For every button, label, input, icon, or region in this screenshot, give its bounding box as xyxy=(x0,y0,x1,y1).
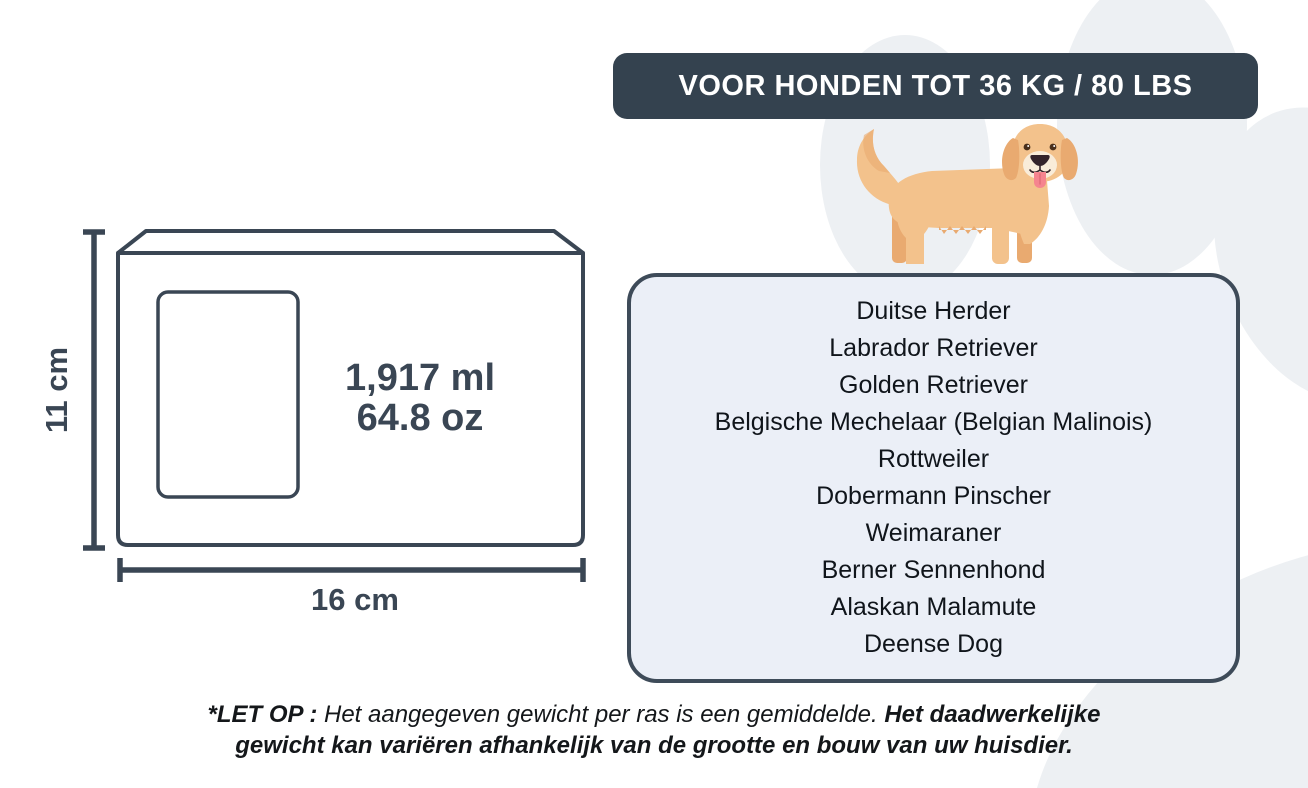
breed-list-item: Belgische Mechelaar (Belgian Malinois) xyxy=(714,408,1153,436)
breed-list-item: Duitse Herder xyxy=(856,297,1011,325)
dog-eye-highlight xyxy=(1027,145,1030,147)
dog-belly-fringe xyxy=(939,226,986,234)
breed-list-item: Dobermann Pinscher xyxy=(816,482,1051,510)
footnote-prefix: *LET OP : xyxy=(207,701,324,728)
breed-list-item: Alaskan Malamute xyxy=(830,593,1037,621)
footnote-line-2: gewicht kan variëren afhankelijk van de … xyxy=(235,732,1073,759)
golden-retriever-illustration xyxy=(856,124,1078,264)
paw-toe-shape xyxy=(1213,107,1308,403)
box-window xyxy=(156,290,300,499)
footnote-line-1: *LET OP : Het aangegeven gewicht per ras… xyxy=(154,699,1154,730)
size-banner: VOOR HONDEN TOT 36 KG / 80 LBS xyxy=(613,53,1258,119)
volume-ml-label: 1,917 ml xyxy=(345,357,495,399)
dog-front-leg-near xyxy=(992,208,1009,264)
width-measure-line xyxy=(117,558,586,582)
breed-list-item: Rottweiler xyxy=(877,445,990,473)
height-label: 11 cm xyxy=(45,347,74,433)
dog-ear-right xyxy=(1060,138,1078,181)
breed-list-box: Duitse Herder Labrador Retriever Golden … xyxy=(627,273,1240,683)
box-top-face xyxy=(116,229,585,255)
dog-eye-right xyxy=(1049,143,1057,151)
dog-nose xyxy=(1030,155,1050,166)
size-banner-label: VOOR HONDEN TOT 36 KG / 80 LBS xyxy=(678,69,1193,102)
dog-ear-left xyxy=(1002,138,1020,181)
volume-oz-label: 64.8 oz xyxy=(357,397,484,439)
dog-eye-left xyxy=(1023,143,1031,151)
breed-list: Duitse Herder Labrador Retriever Golden … xyxy=(715,293,1153,663)
dog-hind-leg-near xyxy=(897,198,933,264)
breed-list-item: Deense Dog xyxy=(864,630,1003,658)
dimensions-diagram: 1,917 ml 64.8 oz 11 cm 16 cm xyxy=(45,229,586,617)
height-measure-line xyxy=(83,229,105,551)
breed-list-item: Golden Retriever xyxy=(839,371,1028,399)
footnote-bold-text: Het daadwerkelijke xyxy=(884,701,1101,728)
dog-eye-highlight xyxy=(1053,145,1056,147)
breed-list-item: Berner Sennenhond xyxy=(821,556,1046,584)
footnote-normal-text: Het aangegeven gewicht per ras is een ge… xyxy=(323,701,885,728)
breed-list-item: Labrador Retriever xyxy=(829,334,1038,362)
dog-tail-shading xyxy=(863,129,890,173)
footnote: *LET OP : Het aangegeven gewicht per ras… xyxy=(154,699,1154,761)
breed-list-item: Weimaraner xyxy=(865,519,1002,547)
width-label: 16 cm xyxy=(311,582,399,617)
